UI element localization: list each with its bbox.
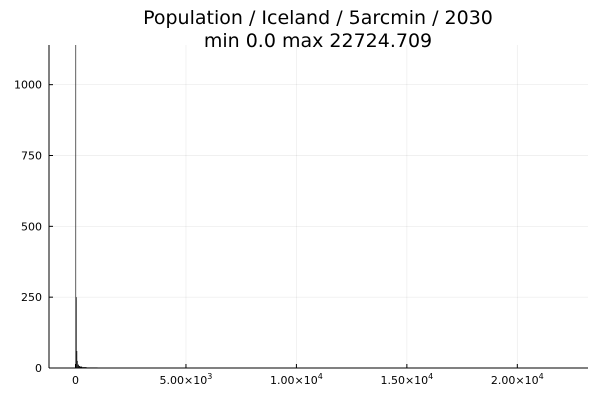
y-tick-label-2: 500 xyxy=(21,220,42,233)
chart-title: Population / Iceland / 5arcmin / 2030 xyxy=(143,7,493,29)
grid-lines xyxy=(49,45,588,369)
x-tick-label-3: 1.50×104 xyxy=(380,372,433,387)
histogram-bar-5 xyxy=(78,366,80,368)
y-axis-ticks: 0 250 500 750 1000 xyxy=(14,79,53,375)
x-tick-label-1: 5.00×103 xyxy=(160,372,213,387)
x-tick-label-2: 1.00×104 xyxy=(270,372,323,387)
histogram-bar-0 xyxy=(75,45,77,368)
y-tick-label-4: 1000 xyxy=(14,79,42,92)
y-tick-label-3: 750 xyxy=(21,150,42,163)
axes xyxy=(48,45,588,369)
x-tick-label-4: 2.00×104 xyxy=(491,372,544,387)
histogram-bar-3 xyxy=(77,360,78,368)
histogram-bars xyxy=(75,45,578,369)
histogram-bar-4 xyxy=(77,364,79,368)
x-tick-label-0: 0 xyxy=(72,374,79,387)
histogram-bar-2 xyxy=(76,351,78,368)
chart-subtitle: min 0.0 max 22724.709 xyxy=(204,30,432,52)
y-tick-label-1: 250 xyxy=(21,291,42,304)
y-tick-label-0: 0 xyxy=(35,362,42,375)
x-axis-ticks: 0 5.00×103 1.00×104 1.50×104 2.00×104 xyxy=(72,364,544,387)
histogram-bar-6 xyxy=(79,366,83,368)
histogram-bar-1 xyxy=(76,297,77,368)
